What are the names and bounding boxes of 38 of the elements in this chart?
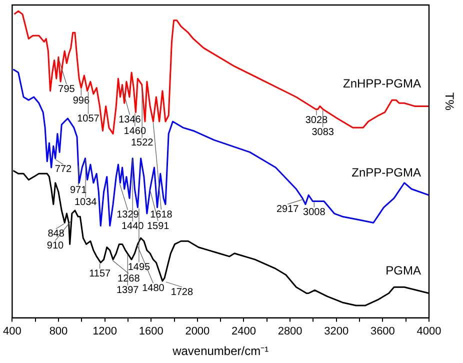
series-label: PGMA [386, 264, 421, 278]
annotation: 1346 [118, 114, 142, 126]
x-tick-label: 3600 [370, 325, 395, 338]
annotation: 1591 [146, 220, 170, 232]
annotation: 772 [54, 164, 72, 176]
annotation: 2917 [276, 204, 300, 215]
annotation: 1480 [142, 282, 165, 294]
annotation: 1329 [116, 210, 140, 221]
x-tick-label: 800 [49, 325, 68, 338]
series-label: ZnPP-PGMA [352, 165, 421, 180]
annotation: 1034 [74, 197, 98, 208]
annotation: 3008 [303, 207, 326, 218]
annotation: 1522 [130, 137, 154, 148]
annotation: 910 [46, 240, 64, 252]
annotation: 795 [58, 84, 76, 95]
x-tick-label: 2400 [232, 325, 256, 338]
annotation: 1495 [128, 262, 151, 274]
x-tick-label: 1200 [92, 325, 118, 338]
annotation: 1057 [77, 114, 100, 125]
y-axis-title: T% [442, 92, 457, 111]
annotation: 971 [70, 185, 88, 196]
x-tick-label: 2000 [185, 325, 210, 338]
annotation: 1440 [121, 221, 144, 232]
annotation: 1157 [89, 268, 112, 280]
x-tick-label: 2800 [278, 325, 302, 338]
x-tick-label: 400 [2, 325, 22, 338]
series-label: ZnHPP-PGMA [342, 76, 421, 91]
annotation: 1268 [118, 273, 140, 284]
x-axis-title: wavenumber/cm⁻¹ [172, 344, 269, 358]
x-tick-label: 3200 [324, 325, 349, 338]
x-tick-label: 1600 [138, 325, 164, 338]
annotation: 1397 [116, 285, 140, 296]
annotation: 1460 [124, 126, 146, 138]
annotation: 3083 [312, 127, 334, 138]
x-tick-label: 4000 [416, 325, 442, 338]
annotation: 1618 [150, 209, 173, 220]
annotation: 1728 [170, 286, 194, 298]
annotation: 848 [48, 228, 65, 240]
